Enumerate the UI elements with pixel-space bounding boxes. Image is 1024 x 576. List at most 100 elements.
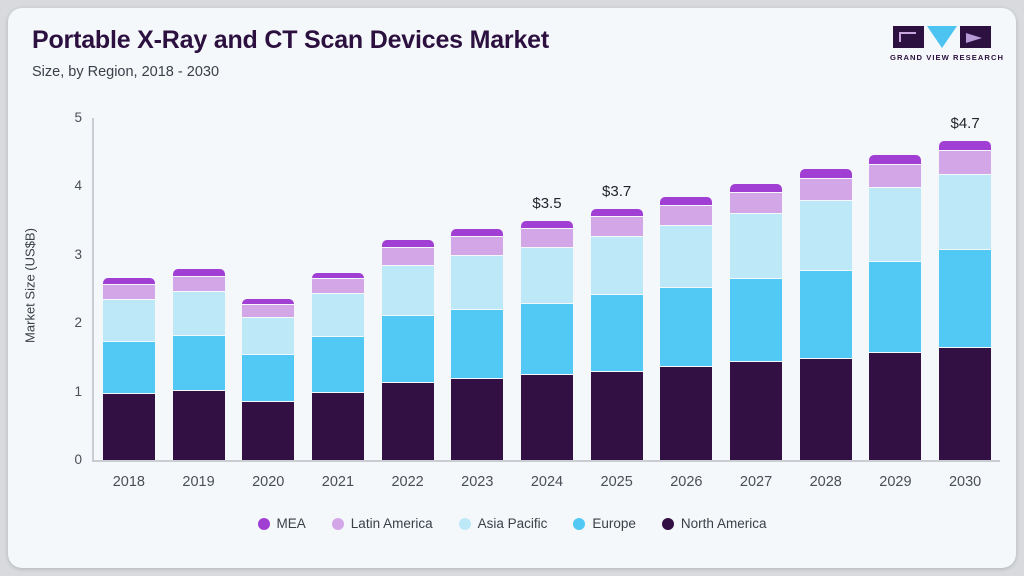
bar-segment-latin-america[interactable] (381, 247, 434, 266)
legend-label: Latin America (350, 516, 433, 531)
bar-segment-mea[interactable] (242, 298, 295, 305)
bar-column[interactable] (377, 118, 439, 460)
bar-segment-europe[interactable] (869, 262, 922, 354)
bar-column[interactable] (655, 118, 717, 460)
bar-segment-asia-pacific[interactable] (869, 188, 922, 263)
legend-item-asia-pacific[interactable]: Asia Pacific (458, 516, 547, 531)
bar-segment-europe[interactable] (939, 250, 992, 348)
bar-segment-latin-america[interactable] (799, 178, 852, 202)
bar-segment-europe[interactable] (660, 287, 713, 367)
stacked-bar[interactable] (869, 154, 922, 460)
bar-column[interactable] (307, 118, 369, 460)
bar-column[interactable] (795, 118, 857, 460)
bar-column[interactable] (725, 118, 787, 460)
bar-segment-mea[interactable] (172, 269, 225, 277)
stacked-bar[interactable]: $3.7 (590, 183, 643, 460)
bar-segment-europe[interactable] (381, 316, 434, 383)
stacked-bar[interactable] (660, 196, 713, 460)
bar-segment-north-america[interactable] (590, 371, 643, 460)
bar-segment-europe[interactable] (799, 271, 852, 359)
bar-segment-mea[interactable] (939, 140, 992, 151)
bar-segment-mea[interactable] (311, 272, 364, 280)
bar-segment-asia-pacific[interactable] (311, 294, 364, 337)
bar-segment-asia-pacific[interactable] (939, 174, 992, 251)
bar-segment-north-america[interactable] (381, 382, 434, 460)
bar-segment-north-america[interactable] (799, 358, 852, 460)
stacked-bar[interactable]: $3.5 (520, 195, 573, 460)
bar-segment-mea[interactable] (590, 209, 643, 218)
bar-segment-europe[interactable] (451, 309, 504, 379)
bar-segment-north-america[interactable] (660, 366, 713, 460)
legend-item-mea[interactable]: MEA (257, 516, 306, 531)
bar-segment-mea[interactable] (451, 228, 504, 238)
bar-column[interactable] (237, 118, 299, 460)
bar-segment-asia-pacific[interactable] (590, 237, 643, 296)
bar-segment-latin-america[interactable] (520, 228, 573, 248)
stacked-bar[interactable] (730, 183, 783, 460)
bar-segment-latin-america[interactable] (242, 304, 295, 318)
legend-item-north-america[interactable]: North America (661, 516, 766, 531)
stacked-bar[interactable] (799, 169, 852, 460)
bar-segment-latin-america[interactable] (939, 150, 992, 175)
bar-segment-asia-pacific[interactable] (242, 317, 295, 355)
bar-segment-europe[interactable] (520, 304, 573, 376)
bar-segment-europe[interactable] (172, 335, 225, 391)
bar-column[interactable]: $4.7 (934, 115, 996, 460)
bar-segment-latin-america[interactable] (869, 164, 922, 189)
bar-column[interactable] (98, 118, 160, 460)
bar-segment-latin-america[interactable] (102, 284, 155, 300)
stacked-bar[interactable] (172, 269, 225, 460)
bar-segment-north-america[interactable] (242, 401, 295, 460)
bar-segment-mea[interactable] (799, 169, 852, 179)
legend-item-europe[interactable]: Europe (573, 516, 636, 531)
bar-segment-north-america[interactable] (172, 390, 225, 460)
y-axis-line (92, 118, 94, 462)
bar-segment-europe[interactable] (311, 336, 364, 393)
chart-legend: MEA Latin America Asia Pacific Europe North … (8, 516, 1016, 531)
bar-segment-europe[interactable] (102, 341, 155, 395)
stacked-bar[interactable] (451, 228, 504, 460)
bar-segment-latin-america[interactable] (590, 217, 643, 238)
bar-segment-mea[interactable] (102, 278, 155, 285)
bar-segment-asia-pacific[interactable] (381, 265, 434, 317)
bar-segment-latin-america[interactable] (172, 276, 225, 293)
bar-column[interactable]: $3.5 (516, 118, 578, 460)
bar-segment-mea[interactable] (660, 196, 713, 206)
bar-column[interactable] (168, 118, 230, 460)
bar-segment-north-america[interactable] (730, 362, 783, 460)
bar-column[interactable] (446, 118, 508, 460)
bar-segment-asia-pacific[interactable] (451, 255, 504, 310)
bar-segment-europe[interactable] (730, 279, 783, 363)
bar-segment-asia-pacific[interactable] (102, 299, 155, 342)
y-axis-title: Market Size (US$B) (22, 228, 38, 343)
stacked-bar[interactable]: $4.7 (939, 115, 992, 460)
stacked-bar[interactable] (242, 298, 295, 460)
bar-segment-north-america[interactable] (520, 375, 573, 460)
bar-segment-europe[interactable] (590, 295, 643, 372)
bar-segment-latin-america[interactable] (451, 237, 504, 256)
legend-item-latin-america[interactable]: Latin America (331, 516, 433, 531)
bar-segment-north-america[interactable] (102, 394, 155, 460)
bar-segment-europe[interactable] (242, 354, 295, 402)
bar-column[interactable]: $3.7 (586, 118, 648, 460)
bar-segment-latin-america[interactable] (660, 205, 713, 227)
bar-segment-mea[interactable] (869, 154, 922, 165)
bar-segment-asia-pacific[interactable] (520, 247, 573, 305)
bar-segment-asia-pacific[interactable] (660, 226, 713, 288)
bar-segment-mea[interactable] (520, 220, 573, 229)
stacked-bar[interactable] (102, 278, 155, 460)
bar-segment-latin-america[interactable] (311, 279, 364, 295)
stacked-bar[interactable] (311, 272, 364, 460)
bar-segment-north-america[interactable] (869, 353, 922, 460)
bar-segment-asia-pacific[interactable] (172, 292, 225, 336)
bar-segment-north-america[interactable] (451, 378, 504, 460)
bar-segment-north-america[interactable] (311, 392, 364, 460)
stacked-bar[interactable] (381, 239, 434, 460)
bar-segment-mea[interactable] (381, 239, 434, 248)
bar-segment-asia-pacific[interactable] (799, 201, 852, 272)
bar-segment-mea[interactable] (730, 183, 783, 193)
bar-segment-latin-america[interactable] (730, 192, 783, 214)
bar-segment-asia-pacific[interactable] (730, 213, 783, 280)
bar-segment-north-america[interactable] (939, 347, 992, 460)
bar-column[interactable] (864, 118, 926, 460)
